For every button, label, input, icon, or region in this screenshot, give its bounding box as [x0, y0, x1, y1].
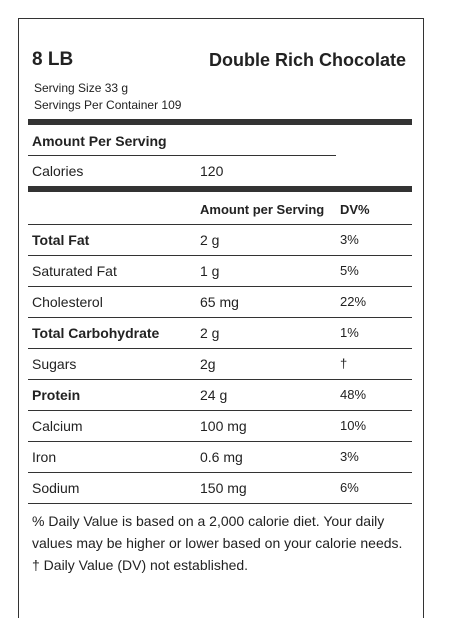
row-label: Cholesterol: [32, 294, 103, 310]
thick-rule: [28, 186, 412, 192]
row-dv: 1%: [340, 325, 359, 340]
row-label: Saturated Fat: [32, 263, 117, 279]
rule: [28, 317, 412, 318]
rule: [28, 441, 412, 442]
row-amount: 1 g: [200, 263, 220, 279]
row-label: Iron: [32, 449, 57, 465]
rule: [28, 503, 412, 504]
rule: [28, 410, 412, 411]
servings-per-container: Servings Per Container 109: [34, 98, 182, 112]
row-label: Sugars: [32, 356, 77, 372]
row-amount: 2 g: [200, 232, 220, 248]
serving-size: Serving Size 33 g: [34, 81, 129, 95]
row-label: Calcium: [32, 418, 83, 434]
rule: [28, 286, 412, 287]
row-amount: 150 mg: [200, 480, 247, 496]
product-flavor: Double Rich Chocolate: [208, 50, 406, 70]
footnote-line: % Daily Value is based on a 2,000 calori…: [32, 513, 385, 529]
row-label: Protein: [32, 387, 81, 403]
row-dv: 6%: [340, 480, 359, 495]
column-header: DV%: [340, 202, 370, 217]
product-size: 8 LB: [32, 49, 74, 70]
rule: [28, 348, 412, 349]
row-amount: 2g: [200, 356, 216, 372]
row-amount: 0.6 mg: [200, 449, 243, 465]
row-dv: 22%: [340, 294, 367, 309]
row-dv: 3%: [340, 449, 359, 464]
amount-per-serving: Amount Per Serving: [32, 133, 167, 149]
rule: [28, 255, 412, 256]
nutrition-label: [18, 18, 424, 618]
row-amount: 65 mg: [200, 294, 239, 310]
calories-label: Calories: [32, 163, 84, 179]
footnote-line: † Daily Value (DV) not established.: [32, 557, 249, 573]
row-dv: 3%: [340, 232, 359, 247]
footnote-line: values may be higher or lower based on y…: [32, 535, 403, 551]
row-label: Total Carbohydrate: [32, 325, 160, 341]
rule: [28, 379, 412, 380]
thick-rule: [28, 119, 412, 125]
row-amount: 24 g: [200, 387, 228, 403]
row-amount: 2 g: [200, 325, 220, 341]
row-dv: 10%: [340, 418, 367, 433]
row-label: Sodium: [32, 480, 80, 496]
rule: [28, 224, 412, 225]
row-dv: †: [340, 356, 348, 371]
calories-value: 120: [200, 163, 224, 179]
column-header: Amount per Serving: [200, 202, 325, 217]
row-dv: 48%: [340, 387, 367, 402]
row-label: Total Fat: [32, 232, 90, 248]
rule: [28, 155, 336, 156]
rule: [28, 472, 412, 473]
row-dv: 5%: [340, 263, 359, 278]
row-amount: 100 mg: [200, 418, 247, 434]
